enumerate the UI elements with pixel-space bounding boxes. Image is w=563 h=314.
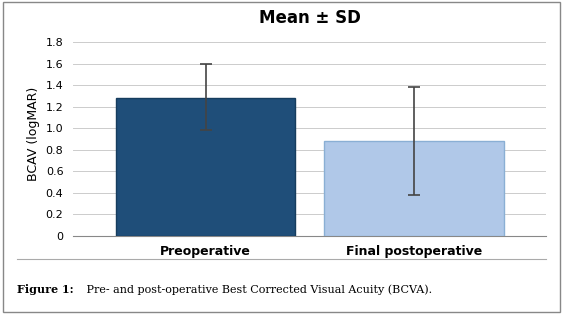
Title: Mean ± SD: Mean ± SD [259, 9, 360, 27]
Text: Figure 1:: Figure 1: [17, 284, 74, 295]
Y-axis label: BCAV (logMAR): BCAV (logMAR) [27, 86, 40, 181]
Bar [116, 98, 296, 236]
Text: Pre- and post-operative Best Corrected Visual Acuity (BCVA).: Pre- and post-operative Best Corrected V… [83, 284, 432, 295]
Bar [324, 141, 503, 236]
